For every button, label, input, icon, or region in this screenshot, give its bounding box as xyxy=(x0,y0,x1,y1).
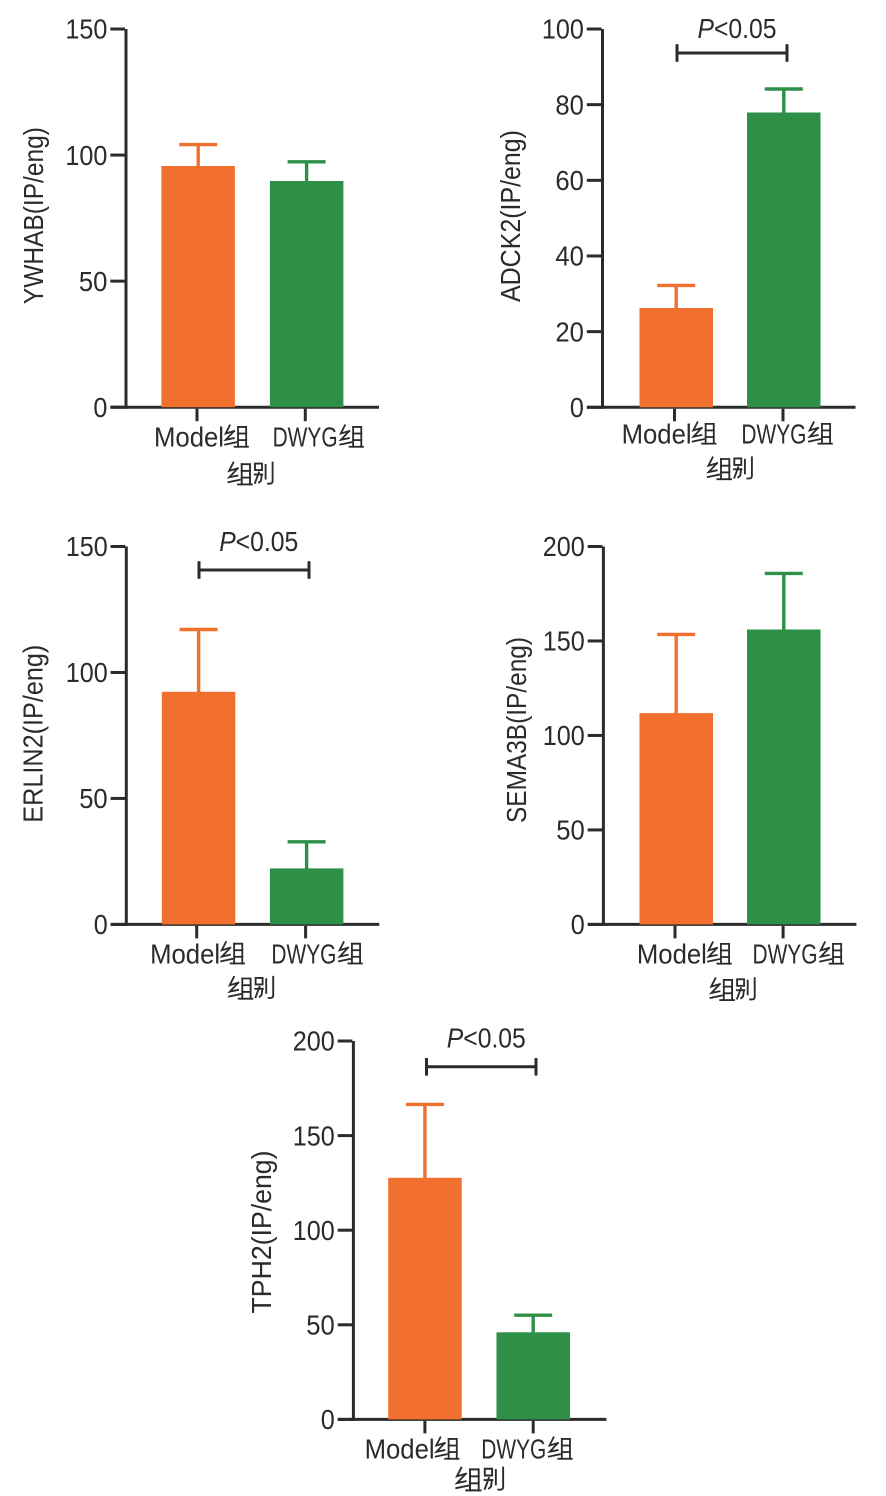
svg-text:150: 150 xyxy=(543,626,585,657)
svg-text:100: 100 xyxy=(293,1215,335,1246)
svg-text:40: 40 xyxy=(555,241,584,272)
svg-text:80: 80 xyxy=(555,89,584,120)
svg-text:100: 100 xyxy=(65,140,107,171)
svg-text:ERLIN2(IP/eng): ERLIN2(IP/eng) xyxy=(17,645,48,823)
svg-text:50: 50 xyxy=(79,266,108,297)
svg-text:Model: Model xyxy=(150,938,220,969)
svg-text:100: 100 xyxy=(66,657,108,688)
svg-text:100: 100 xyxy=(543,720,585,751)
svg-text:50: 50 xyxy=(79,783,108,814)
svg-text:150: 150 xyxy=(65,14,107,45)
svg-text:0: 0 xyxy=(94,909,108,940)
svg-text:DWYG: DWYG xyxy=(741,419,806,450)
svg-text:DWYG: DWYG xyxy=(273,422,338,453)
svg-text:ADCK2(IP/eng): ADCK2(IP/eng) xyxy=(495,130,526,302)
svg-text:Model: Model xyxy=(637,939,707,970)
svg-text:200: 200 xyxy=(543,531,585,562)
svg-text:Model: Model xyxy=(365,1434,435,1465)
svg-text:P<0.05: P<0.05 xyxy=(447,1023,526,1054)
svg-text:0: 0 xyxy=(321,1404,335,1435)
svg-text:DWYG: DWYG xyxy=(271,938,336,969)
svg-text:0: 0 xyxy=(93,392,107,423)
svg-text:60: 60 xyxy=(555,165,584,196)
svg-text:50: 50 xyxy=(556,815,585,846)
svg-text:150: 150 xyxy=(66,531,108,562)
svg-text:200: 200 xyxy=(293,1026,335,1057)
svg-text:0: 0 xyxy=(571,909,585,940)
svg-text:YWHAB(IP/eng): YWHAB(IP/eng) xyxy=(18,127,49,304)
svg-text:Model: Model xyxy=(154,422,224,453)
svg-text:0: 0 xyxy=(570,392,584,423)
svg-text:SEMA3B(IP/eng): SEMA3B(IP/eng) xyxy=(501,637,532,823)
svg-text:P<0.05: P<0.05 xyxy=(219,526,298,557)
svg-text:150: 150 xyxy=(293,1120,335,1151)
svg-text:Model: Model xyxy=(622,419,692,450)
svg-text:DWYG: DWYG xyxy=(753,939,818,970)
svg-text:20: 20 xyxy=(555,316,584,347)
svg-text:TPH2(IP/eng): TPH2(IP/eng) xyxy=(246,1151,277,1314)
svg-text:50: 50 xyxy=(306,1310,335,1341)
svg-text:P<0.05: P<0.05 xyxy=(698,13,777,44)
svg-text:100: 100 xyxy=(542,14,584,45)
svg-text:DWYG: DWYG xyxy=(481,1434,546,1465)
